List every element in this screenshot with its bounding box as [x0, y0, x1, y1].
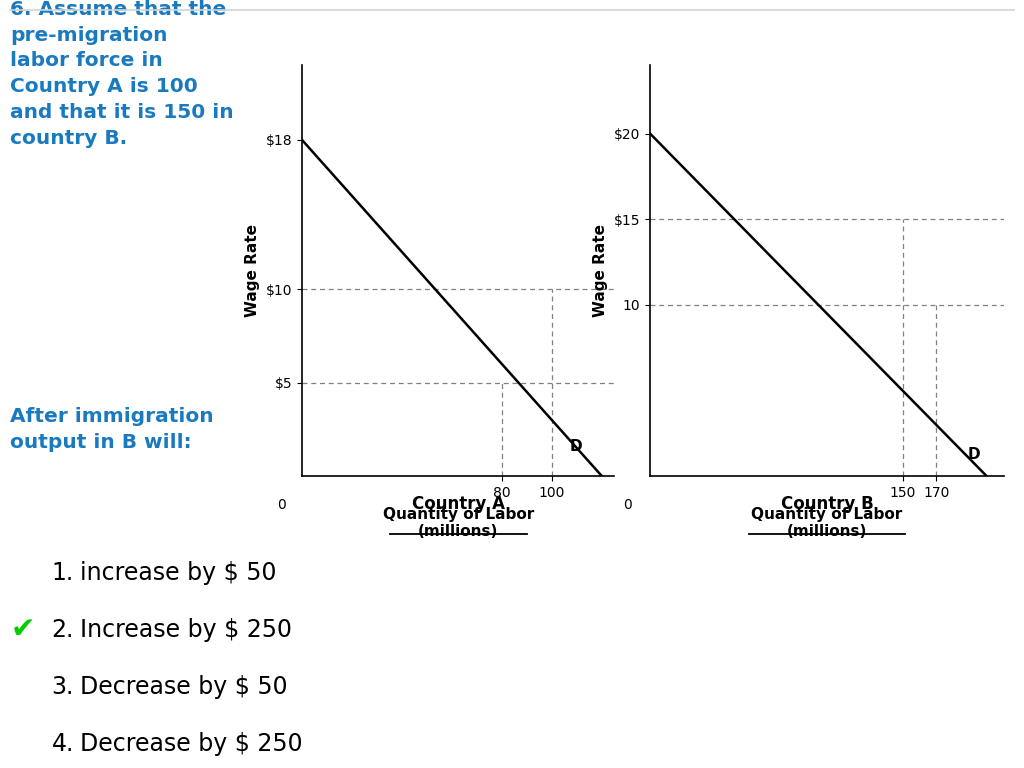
X-axis label: Quantity of Labor
(millions): Quantity of Labor (millions): [383, 507, 534, 539]
Y-axis label: Wage Rate: Wage Rate: [594, 224, 608, 317]
Text: Decrease by $ 50: Decrease by $ 50: [80, 675, 288, 699]
Text: 2.: 2.: [51, 618, 74, 642]
Text: Decrease by $ 250: Decrease by $ 250: [80, 732, 303, 756]
Text: 6. Assume that the
pre-migration
labor force in
Country A is 100
and that it is : 6. Assume that the pre-migration labor f…: [10, 0, 233, 147]
Text: After immigration
output in B will:: After immigration output in B will:: [10, 407, 214, 452]
Text: increase by $ 50: increase by $ 50: [80, 561, 276, 584]
Text: 0: 0: [623, 498, 632, 512]
Text: Increase by $ 250: Increase by $ 250: [80, 618, 292, 642]
Text: D: D: [968, 448, 980, 462]
Text: 1.: 1.: [51, 561, 74, 584]
X-axis label: Quantity of Labor
(millions): Quantity of Labor (millions): [752, 507, 902, 539]
Text: Country A: Country A: [412, 495, 505, 513]
Text: Country B: Country B: [780, 495, 873, 513]
Y-axis label: Wage Rate: Wage Rate: [245, 224, 260, 317]
Text: 0: 0: [278, 498, 286, 512]
Text: 3.: 3.: [51, 675, 74, 699]
Text: 4.: 4.: [51, 732, 74, 756]
Text: D: D: [569, 439, 582, 454]
Text: ✔: ✔: [10, 616, 35, 644]
